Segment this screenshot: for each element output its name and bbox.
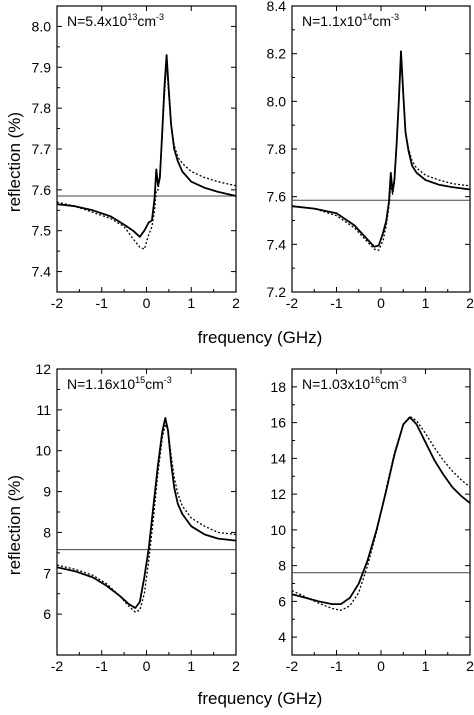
x-tick-label: -2 xyxy=(286,658,299,674)
x-tick-label: 2 xyxy=(232,295,240,311)
plot-frame xyxy=(56,368,237,656)
annotation-superscript: -3 xyxy=(164,375,172,385)
annotation-text: cm xyxy=(137,13,156,29)
annotation-superscript: 16 xyxy=(370,375,380,385)
y-tick-label: 7.4 xyxy=(32,264,52,280)
x-tick-label: 2 xyxy=(232,658,240,674)
y-tick-label: 9 xyxy=(43,484,51,500)
annotation-text: cm xyxy=(145,376,164,392)
y-tick-label: 7.5 xyxy=(32,223,52,239)
y-tick-label: 6 xyxy=(43,606,51,622)
ylabel-bottom: reflection (%) xyxy=(5,475,24,575)
annotation-superscript: -3 xyxy=(391,12,399,22)
annotation-text: cm xyxy=(372,13,391,29)
x-tick-label: -1 xyxy=(330,295,343,311)
x-tick-label: 0 xyxy=(377,658,385,674)
y-tick-label: 10 xyxy=(270,522,286,538)
annotation-text: cm xyxy=(380,376,399,392)
series-dotted-line xyxy=(56,62,237,250)
annotation-superscript: -3 xyxy=(156,12,164,22)
y-tick-label: 7.7 xyxy=(32,141,52,157)
y-tick-label: 8 xyxy=(43,524,51,540)
x-tick-label: 1 xyxy=(422,658,430,674)
series-solid-line xyxy=(291,50,471,248)
x-tick-label: 1 xyxy=(422,295,430,311)
annotation-text: N=5.4x10 xyxy=(67,13,128,29)
y-tick-label: 7.6 xyxy=(32,182,52,198)
annotation-superscript: 14 xyxy=(362,12,372,22)
series-solid-line xyxy=(291,416,471,605)
y-tick-label: 18 xyxy=(270,379,286,395)
x-tick-label: -2 xyxy=(51,658,64,674)
y-tick-label: 7.6 xyxy=(267,189,287,205)
x-tick-label: -2 xyxy=(286,295,299,311)
y-tick-label: 8.2 xyxy=(267,46,287,62)
y-tick-label: 16 xyxy=(270,415,286,431)
x-tick-label: 0 xyxy=(143,295,151,311)
density-annotation: N=5.4x1013cm-3 xyxy=(67,12,164,29)
x-tick-label: 2 xyxy=(466,658,474,674)
density-annotation: N=1.03x1016cm-3 xyxy=(302,375,407,392)
x-tick-label: -1 xyxy=(96,658,109,674)
x-tick-label: 2 xyxy=(466,295,474,311)
density-annotation: N=1.1x1014cm-3 xyxy=(302,12,399,29)
density-annotation: N=1.16x1015cm-3 xyxy=(67,375,172,392)
series-dotted-line xyxy=(291,55,471,251)
y-tick-label: 8.0 xyxy=(32,18,52,34)
y-tick-label: 7 xyxy=(43,565,51,581)
x-tick-label: -2 xyxy=(51,295,64,311)
panel-2: -2 -1 0 1 2 7.2 7.4 7.6 7.8 8.0 8.2 8.4 N=1.1x1014cm… xyxy=(267,0,474,311)
x-tick-label: 0 xyxy=(377,295,385,311)
annotation-text: N=1.03x10 xyxy=(302,376,370,392)
series-dotted-line xyxy=(291,415,471,611)
y-tick-label: 11 xyxy=(36,402,51,418)
y-tick-label: 7.8 xyxy=(267,141,287,157)
series-solid-line xyxy=(56,417,237,609)
y-tick-label: 8.0 xyxy=(267,93,287,109)
y-tick-label: 12 xyxy=(270,486,286,502)
x-tick-label: 1 xyxy=(187,658,195,674)
y-tick-label: 7.8 xyxy=(32,100,52,116)
y-tick-label: 10 xyxy=(35,443,51,459)
y-tick-label: 7.4 xyxy=(267,236,287,252)
annotation-superscript: 15 xyxy=(135,375,145,385)
annotation-superscript: -3 xyxy=(399,375,407,385)
plot-frame xyxy=(291,5,471,293)
series-solid-line xyxy=(56,54,237,238)
xlabel-bottom: frequency (GHz) xyxy=(198,689,323,708)
annotation-superscript: 13 xyxy=(127,12,137,22)
x-tick-label: 1 xyxy=(187,295,195,311)
annotation-text: N=1.16x10 xyxy=(67,376,135,392)
x-tick-label: 0 xyxy=(143,658,151,674)
x-tick-label: -1 xyxy=(96,295,109,311)
panel-1: -2 -1 0 1 2 7.4 7.5 7.6 7.7 7.8 7.9 8.0 N=5.4x1013cm… xyxy=(32,5,240,311)
y-tick-label: 4 xyxy=(278,629,286,645)
plot-frame xyxy=(56,5,237,293)
series-dotted-line xyxy=(56,423,237,613)
y-tick-label: 12 xyxy=(35,361,51,377)
y-tick-label: 8 xyxy=(278,558,286,574)
y-tick-label: 7.9 xyxy=(32,59,52,75)
y-tick-label: 7.2 xyxy=(267,284,287,300)
y-tick-label: 8.4 xyxy=(267,0,287,14)
annotation-text: N=1.1x10 xyxy=(302,13,363,29)
y-tick-label: 14 xyxy=(270,450,286,466)
y-tick-label: 6 xyxy=(278,593,286,609)
x-tick-label: -1 xyxy=(330,658,343,674)
xlabel-top: frequency (GHz) xyxy=(198,328,323,347)
ylabel-top: reflection (%) xyxy=(5,112,24,212)
